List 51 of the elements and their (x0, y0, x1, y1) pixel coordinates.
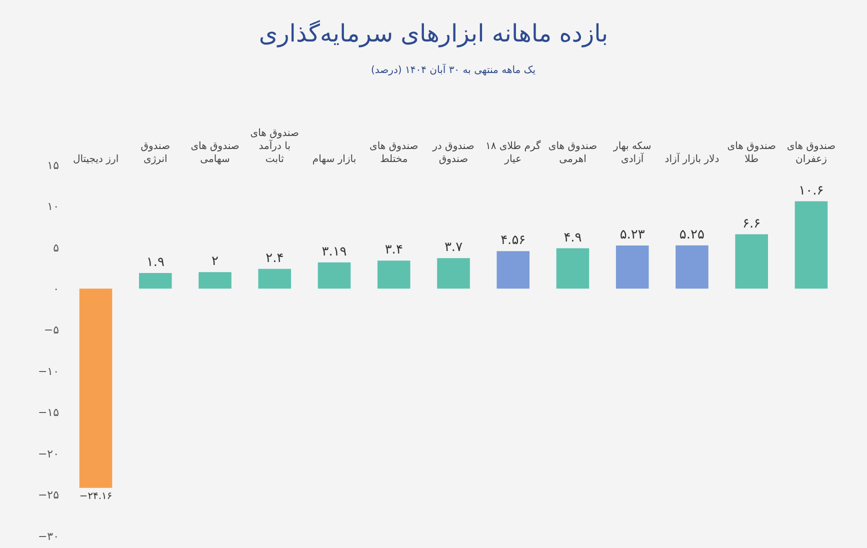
data-label: ۳.۷ (444, 240, 463, 256)
data-label: ۵.۲۳ (620, 228, 645, 243)
x-tick-label: گرم طلای ۱۸ عیار (485, 140, 542, 165)
data-label: ۵.۲۵ (679, 227, 705, 242)
data-label: ۶.۶ (742, 216, 761, 232)
data-label: ۴.۹ (564, 230, 582, 246)
y-tick-label: −۵ (44, 324, 60, 337)
x-tick-label: صندوق در صندوق (432, 141, 474, 165)
y-tick-label: ۱۵ (47, 158, 60, 172)
y-tick-label: ۵ (53, 241, 60, 254)
x-tick-label: صندوق های زعفران (786, 141, 836, 165)
chart-subtitle: یک ماهه منتهی به ۳۰ آبان ۱۴۰۴ (درصد) (371, 63, 536, 76)
x-tick-label: ارز دیجیتال (72, 154, 119, 165)
y-tick-label: −۱۰ (38, 364, 59, 378)
x-tick-label: صندوق های سهامی (190, 141, 240, 165)
y-tick-label: −۳۰ (38, 530, 59, 543)
bar (377, 260, 410, 289)
y-tick-label: ۰ (53, 282, 59, 296)
x-tick-label: صندوق های با درآمد ثابت (250, 128, 299, 165)
bar (79, 288, 112, 488)
y-tick-label: −۲۰ (38, 447, 59, 460)
bar (437, 258, 470, 289)
y-tick-label: −۱۵ (38, 406, 60, 420)
bar (676, 245, 708, 289)
bar (735, 234, 768, 289)
x-tick-label: صندوق های اهرمی (548, 141, 598, 165)
bar (496, 251, 530, 289)
x-tick-label: صندوق های مختلط (370, 141, 418, 165)
bar (198, 272, 232, 289)
data-label: ۲ (212, 254, 219, 270)
data-label: ۳.۱۹ (322, 244, 347, 260)
data-label: ۲.۴ (266, 250, 284, 266)
bar (616, 246, 649, 289)
x-tick-label: صندوق های طلا (727, 141, 776, 165)
x-tick-label: صندوق انرژی (140, 141, 170, 165)
bar (556, 248, 590, 289)
data-label: ۱۰.۶ (798, 183, 824, 198)
data-label: ۳.۴ (384, 242, 403, 258)
bar (794, 201, 828, 289)
y-tick-label: −۲۵ (38, 488, 60, 502)
bar (258, 268, 292, 289)
x-tick-label: بازار سهام (312, 154, 356, 165)
chart-title: بازده ماهانه ابزارهای سرمایه‌گذاری (258, 19, 608, 48)
y-tick-label: ۱۰ (47, 200, 59, 214)
x-tick-label: دلار بازار آزاد (664, 152, 720, 165)
data-label: ۱.۹ (146, 255, 164, 270)
bar (318, 262, 351, 289)
x-tick-label: سکه بهار آزادی (612, 141, 652, 165)
bar (139, 273, 172, 289)
data-label: ۴.۵۶ (500, 233, 526, 248)
data-label: −۲۴.۱۶ (79, 491, 112, 502)
